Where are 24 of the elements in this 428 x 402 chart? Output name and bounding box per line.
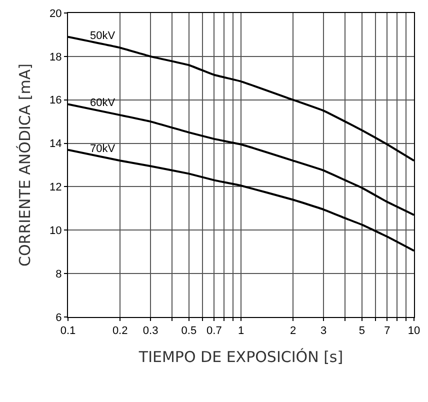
x-tick-label: 0.3	[142, 325, 158, 338]
x-tick-label: 0.1	[60, 325, 76, 338]
series-label: 60kV	[90, 97, 116, 109]
y-tick-label: 18	[50, 51, 62, 64]
series-label: 50kV	[90, 30, 116, 42]
y-tick-label: 14	[50, 138, 62, 150]
x-tick-label: 0.7	[206, 325, 222, 338]
series-label: 70kV	[90, 143, 116, 155]
x-tick-label: 0.2	[112, 325, 128, 338]
x-tick-label: 10	[408, 325, 420, 338]
y-tick-label: 20	[50, 8, 62, 20]
x-tick-label: 2	[290, 325, 296, 338]
x-tick-label: 0.5	[181, 325, 197, 338]
x-tick-label: 3	[320, 325, 327, 338]
y-tick-label: 6	[56, 312, 62, 324]
x-tick-label: 1	[238, 325, 244, 338]
x-axis-title: TIEMPO DE EXPOSICIÓN [s]	[138, 348, 344, 366]
y-tick-label: 12	[50, 182, 62, 194]
y-tick-label: 16	[50, 94, 62, 107]
y-axis-title: CORRIENTE ANÓDICA [mA]	[16, 64, 34, 266]
y-tick-label: 10	[50, 224, 62, 237]
y-tick-label: 8	[56, 268, 62, 280]
x-tick-label: 5	[358, 325, 365, 338]
x-tick-label: 7	[384, 325, 390, 338]
